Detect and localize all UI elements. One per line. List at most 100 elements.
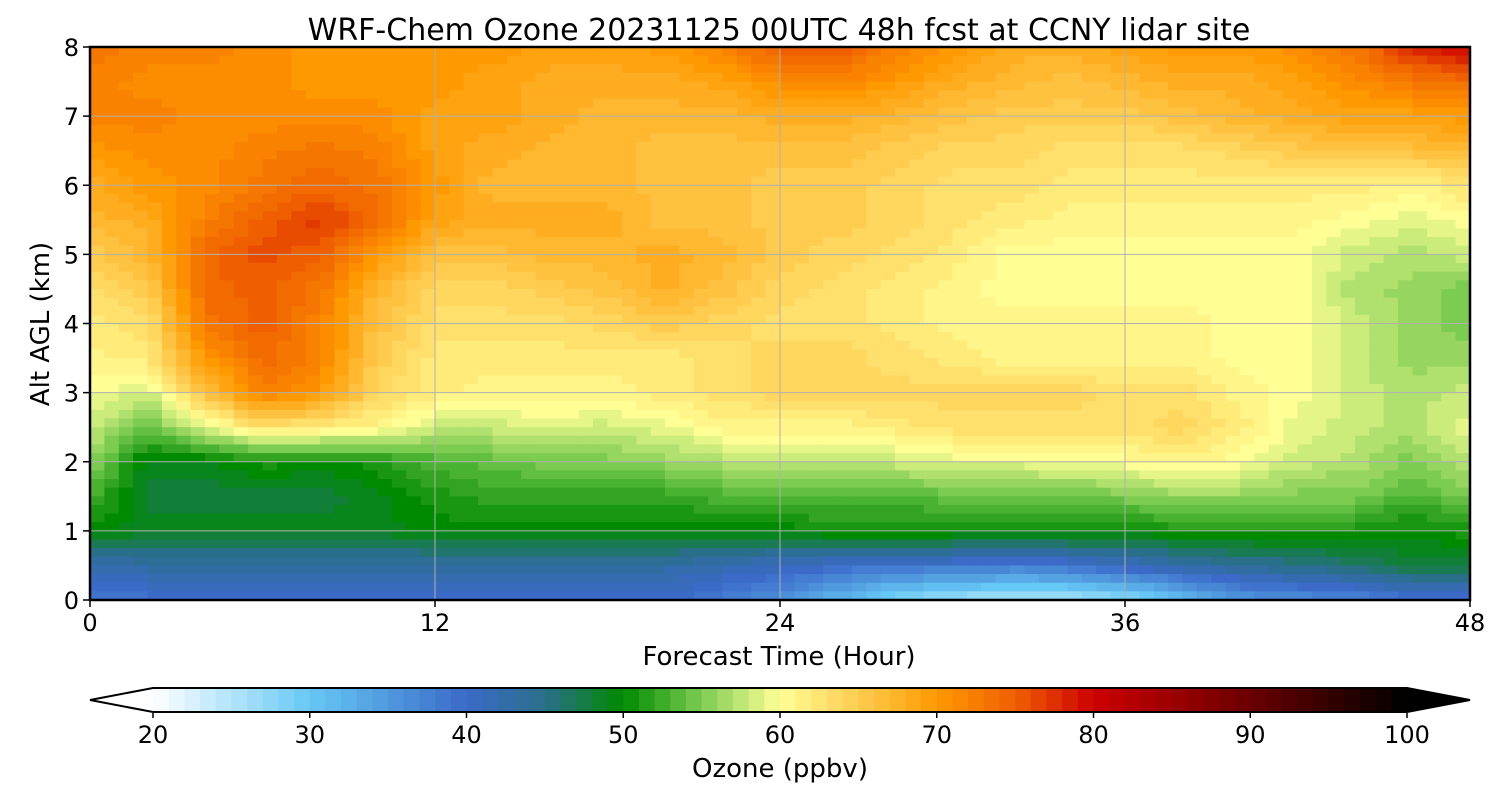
heatmap-cell bbox=[578, 193, 594, 204]
heatmap-cell bbox=[780, 237, 795, 247]
heatmap-cell bbox=[693, 133, 709, 143]
heatmap-cell bbox=[1196, 202, 1212, 212]
heatmap-cell bbox=[291, 202, 307, 212]
heatmap-cell bbox=[780, 55, 795, 65]
heatmap-cell bbox=[305, 176, 321, 186]
heatmap-cell bbox=[550, 228, 565, 238]
heatmap-cell bbox=[391, 133, 407, 143]
heatmap-cell bbox=[607, 366, 623, 376]
heatmap-cell bbox=[248, 142, 264, 152]
heatmap-cell bbox=[1297, 72, 1313, 83]
heatmap-cell bbox=[1024, 167, 1040, 178]
heatmap-cell bbox=[406, 297, 422, 307]
heatmap-cell bbox=[708, 332, 724, 342]
heatmap-cell bbox=[923, 375, 939, 385]
heatmap-cell bbox=[334, 167, 350, 178]
heatmap-cell bbox=[262, 202, 278, 212]
heatmap-cell bbox=[291, 72, 307, 83]
heatmap-cell bbox=[248, 418, 264, 428]
heatmap-cell bbox=[1081, 167, 1097, 178]
heatmap-cell bbox=[1297, 323, 1313, 333]
heatmap-cell bbox=[1081, 107, 1097, 117]
heatmap-cell bbox=[1340, 167, 1356, 178]
heatmap-cell bbox=[1369, 98, 1385, 109]
heatmap-cell bbox=[636, 349, 652, 359]
heatmap-cell bbox=[377, 427, 393, 437]
heatmap-cell bbox=[1340, 444, 1356, 454]
heatmap-cell bbox=[1211, 176, 1227, 186]
heatmap-cell bbox=[981, 470, 997, 480]
heatmap-cell bbox=[90, 332, 105, 342]
heatmap-cell bbox=[1125, 150, 1140, 160]
heatmap-cell bbox=[90, 254, 105, 264]
heatmap-cell bbox=[1096, 81, 1112, 91]
heatmap-cell bbox=[665, 254, 680, 264]
heatmap-cell bbox=[147, 176, 163, 186]
heatmap-cell bbox=[377, 98, 393, 109]
heatmap-cell bbox=[1024, 55, 1040, 65]
heatmap-cell bbox=[190, 64, 206, 74]
heatmap-cell bbox=[1369, 107, 1385, 117]
heatmap-cell bbox=[1024, 107, 1040, 117]
heatmap-cell bbox=[104, 167, 120, 178]
heatmap-cell bbox=[1412, 271, 1428, 281]
heatmap-cell bbox=[593, 124, 609, 135]
heatmap-cell bbox=[550, 98, 565, 109]
heatmap-cell bbox=[535, 142, 551, 152]
heatmap-cell bbox=[377, 401, 393, 411]
heatmap-cell bbox=[190, 340, 206, 351]
heatmap-cell bbox=[1182, 358, 1198, 368]
heatmap-cell bbox=[348, 159, 364, 169]
heatmap-cell bbox=[348, 193, 364, 204]
heatmap-cell bbox=[952, 55, 968, 65]
heatmap-cell bbox=[535, 263, 551, 273]
heatmap-cell bbox=[722, 202, 738, 212]
heatmap-cell bbox=[1340, 142, 1356, 152]
heatmap-cell bbox=[794, 453, 810, 463]
heatmap-cell bbox=[1340, 487, 1356, 497]
heatmap-cell bbox=[1125, 297, 1140, 307]
heatmap-cell bbox=[506, 202, 522, 212]
heatmap-cell bbox=[291, 133, 307, 143]
heatmap-cell bbox=[1311, 167, 1327, 178]
heatmap-cell bbox=[880, 167, 896, 178]
heatmap-cell bbox=[1326, 349, 1342, 359]
heatmap-cell bbox=[1067, 176, 1083, 186]
heatmap-cell bbox=[1383, 64, 1399, 74]
heatmap-cell bbox=[348, 237, 364, 247]
heatmap-cell bbox=[1340, 124, 1356, 135]
heatmap-cell bbox=[377, 409, 393, 420]
heatmap-cell bbox=[679, 81, 695, 91]
heatmap-cell bbox=[593, 176, 609, 186]
heatmap-cell bbox=[463, 461, 479, 471]
heatmap-cell bbox=[1412, 366, 1428, 376]
heatmap-cell bbox=[1254, 332, 1270, 342]
heatmap-cell bbox=[909, 185, 925, 195]
heatmap-cell bbox=[1383, 340, 1399, 351]
heatmap-cell bbox=[233, 427, 249, 437]
heatmap-cell bbox=[1096, 470, 1112, 480]
heatmap-cell bbox=[1081, 202, 1097, 212]
heatmap-cell bbox=[823, 444, 839, 454]
heatmap-cell bbox=[693, 185, 709, 195]
heatmap-cell bbox=[1311, 237, 1327, 247]
heatmap-cell bbox=[492, 72, 508, 83]
heatmap-cell bbox=[1168, 487, 1184, 497]
heatmap-cell bbox=[190, 358, 206, 368]
heatmap-cell bbox=[1240, 211, 1255, 221]
heatmap-cell bbox=[1211, 401, 1227, 411]
heatmap-cell bbox=[463, 176, 479, 186]
heatmap-cell bbox=[938, 211, 954, 221]
heatmap-cell bbox=[1240, 228, 1255, 238]
heatmap-cell bbox=[463, 470, 479, 480]
heatmap-cell bbox=[521, 116, 537, 126]
heatmap-cell bbox=[205, 314, 220, 325]
heatmap-cell bbox=[305, 211, 321, 221]
heatmap-cell bbox=[1297, 401, 1313, 411]
heatmap-cell bbox=[1311, 383, 1327, 394]
heatmap-cell bbox=[1153, 401, 1169, 411]
heatmap-cell bbox=[1254, 435, 1270, 446]
heatmap-cell bbox=[1096, 193, 1112, 204]
heatmap-cell bbox=[1139, 323, 1155, 333]
heatmap-cell bbox=[578, 453, 594, 463]
